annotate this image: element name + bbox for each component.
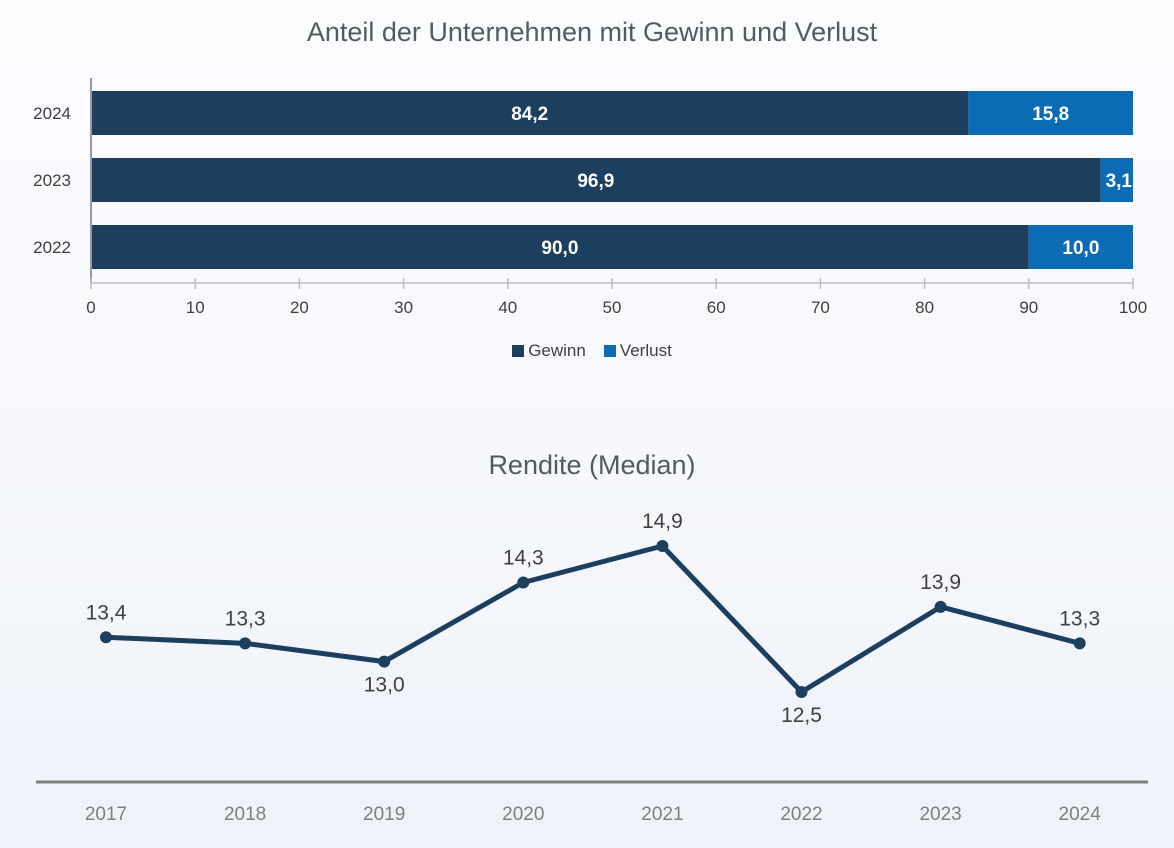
x-tick-label-80: 80 (915, 298, 934, 317)
line-x-tick-label-2019: 2019 (363, 804, 405, 825)
x-tick-label-10: 10 (186, 298, 205, 317)
line-data-label-2022: 12,5 (781, 704, 822, 727)
x-tick-label-0: 0 (86, 298, 95, 317)
line-series-rendite (103, 543, 1083, 695)
bar-label-gewinn-2022: 90,0 (541, 238, 578, 259)
bar-legend: Gewinn Verlust (0, 341, 1174, 361)
bar-label-verlust-2023: 3,1 (1106, 171, 1133, 192)
x-tick-label-100: 100 (1119, 298, 1147, 317)
legend-swatch-verlust (603, 345, 616, 357)
line-x-tick-label-2018: 2018 (224, 804, 266, 825)
line-chart-title: Rendite (Median) (488, 450, 696, 480)
line-data-label-2018: 13,3 (225, 607, 266, 630)
line-data-label-2017: 13,4 (86, 601, 127, 624)
bar-gewinn-2024 (91, 91, 969, 135)
line-data-label-2020: 14,3 (503, 547, 544, 570)
bar-chart-title: Anteil der Unternehmen mit Gewinn und Ve… (306, 17, 878, 47)
line-point-2022 (795, 686, 808, 698)
legend-item-verlust: Verlust (603, 341, 672, 361)
x-tick-label-20: 20 (290, 298, 309, 317)
bar-gewinn-2022 (91, 225, 1029, 269)
line-point-2018 (239, 637, 252, 650)
line-x-tick-label-2023: 2023 (919, 804, 961, 825)
line-x-tick-label-2020: 2020 (502, 804, 544, 825)
x-tick-label-50: 50 (603, 298, 622, 317)
legend-label-verlust: Verlust (619, 341, 672, 360)
legend-label-gewinn: Gewinn (528, 341, 586, 360)
line-x-tick-label-2021: 2021 (641, 804, 683, 825)
line-x-tick-label-2022: 2022 (780, 804, 822, 825)
line-data-label-2024: 13,3 (1059, 607, 1100, 630)
line-data-label-2023: 13,9 (920, 571, 961, 594)
x-tick-label-70: 70 (811, 298, 830, 317)
line-point-2024 (1073, 637, 1086, 650)
line-data-label-2019: 13,0 (364, 674, 405, 697)
y-tick-label-2023: 2023 (33, 171, 71, 190)
x-tick-label-60: 60 (707, 298, 726, 317)
line-x-tick-label-2024: 2024 (1059, 804, 1102, 825)
bar-label-verlust-2022: 10,0 (1062, 238, 1099, 259)
line-point-2017 (100, 631, 112, 644)
y-tick-label-2022: 2022 (33, 238, 71, 257)
bar-verlust-2023 (1100, 158, 1133, 202)
legend-item-gewinn: Gewinn (512, 341, 586, 361)
bar-verlust-2024 (968, 91, 1133, 135)
line-x-tick-label-2017: 2017 (85, 804, 127, 825)
x-tick-label-30: 30 (394, 298, 413, 317)
bar-gewinn-2023 (91, 158, 1101, 202)
line-point-2021 (656, 540, 669, 552)
y-tick-label-2024: 2024 (33, 104, 71, 123)
x-tick-label-90: 90 (1019, 298, 1038, 317)
legend-swatch-gewinn (512, 345, 525, 357)
bar-label-verlust-2024: 15,8 (1032, 104, 1069, 125)
bar-label-gewinn-2024: 84,2 (511, 104, 548, 125)
bar-verlust-2022 (1028, 225, 1133, 269)
line-point-2023 (934, 600, 947, 613)
x-tick-label-40: 40 (498, 298, 517, 317)
bar-label-gewinn-2023: 96,9 (577, 171, 614, 192)
line-point-2020 (517, 576, 530, 589)
line-data-label-2021: 14,9 (642, 510, 683, 533)
line-point-2019 (378, 655, 391, 668)
